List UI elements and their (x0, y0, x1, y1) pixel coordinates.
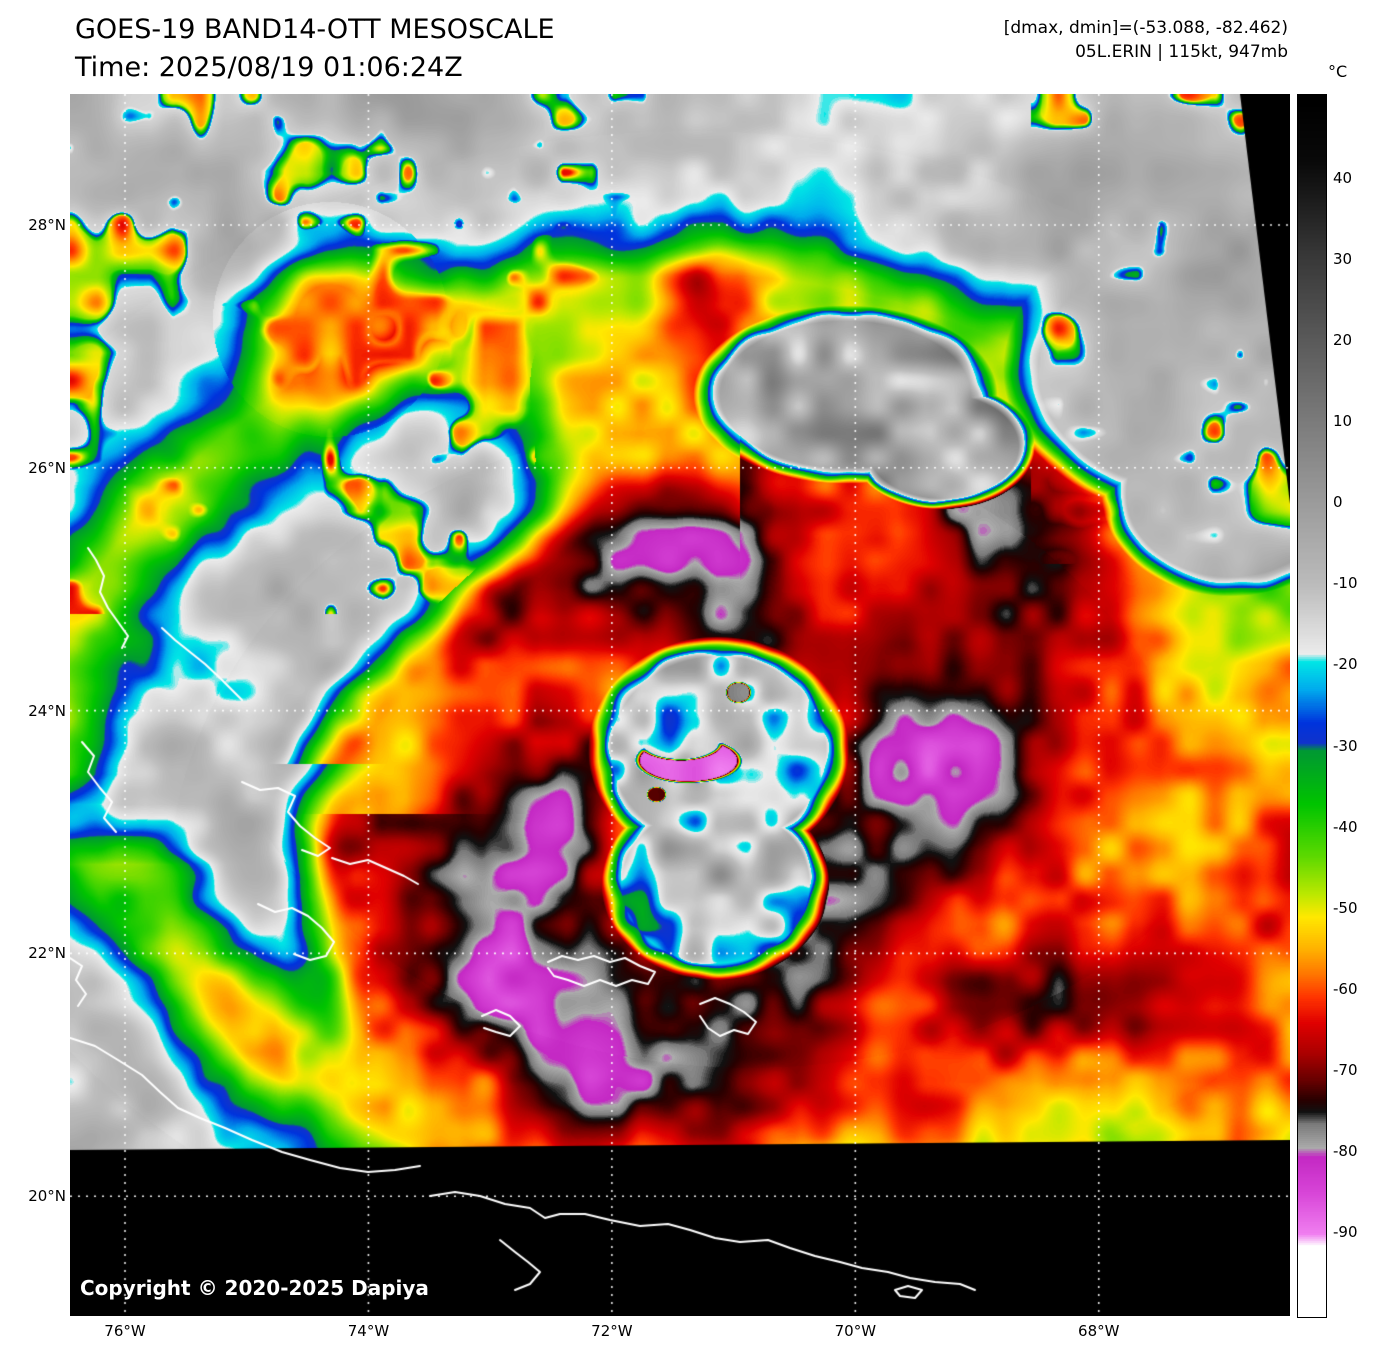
dmax-dmin-annotation: [dmax, dmin]=(-53.088, -82.462) (1003, 18, 1288, 38)
colorbar-tick: -10 (1333, 574, 1358, 593)
lon-label: 70°W (834, 1322, 877, 1340)
colorbar-tick: -60 (1333, 979, 1358, 998)
colorbar-tick: -20 (1333, 655, 1358, 674)
lon-label: 68°W (1078, 1322, 1120, 1340)
colorbar-tick: -50 (1333, 898, 1358, 917)
lat-label: 24°N (28, 701, 66, 720)
lat-label: 20°N (28, 1187, 66, 1206)
colorbar-tick: -90 (1333, 1223, 1358, 1242)
lat-label: 22°N (28, 944, 66, 963)
product-title: GOES-19 BAND14-OTT MESOSCALE (75, 14, 555, 45)
storm-info-annotation: 05L.ERIN | 115kt, 947mb (1075, 42, 1288, 62)
product-time: Time: 2025/08/19 01:06:24Z (75, 52, 463, 83)
colorbar-tick: -70 (1333, 1060, 1358, 1079)
lon-label: 74°W (347, 1322, 390, 1340)
colorbar-tick: 0 (1333, 493, 1343, 512)
lat-label: 26°N (28, 458, 66, 477)
lon-label: 76°W (104, 1322, 146, 1340)
lon-label: 72°W (591, 1322, 633, 1340)
satellite-image-canvas (70, 94, 1290, 1316)
colorbar-tick: -80 (1333, 1141, 1358, 1160)
copyright-text: Copyright © 2020-2025 Dapiya (80, 1276, 429, 1300)
colorbar-tick: 30 (1333, 250, 1353, 269)
colorbar-tick: 40 (1333, 169, 1353, 187)
colorbar-tick: -30 (1333, 736, 1358, 755)
colorbar-tick: -40 (1333, 817, 1358, 836)
colorbar-tick: 20 (1333, 331, 1353, 350)
colorbar-unit-label: °C (1328, 62, 1348, 81)
colorbar-tick: 10 (1333, 412, 1353, 431)
colorbar-canvas (1297, 94, 1327, 1318)
lat-label: 28°N (28, 216, 66, 234)
